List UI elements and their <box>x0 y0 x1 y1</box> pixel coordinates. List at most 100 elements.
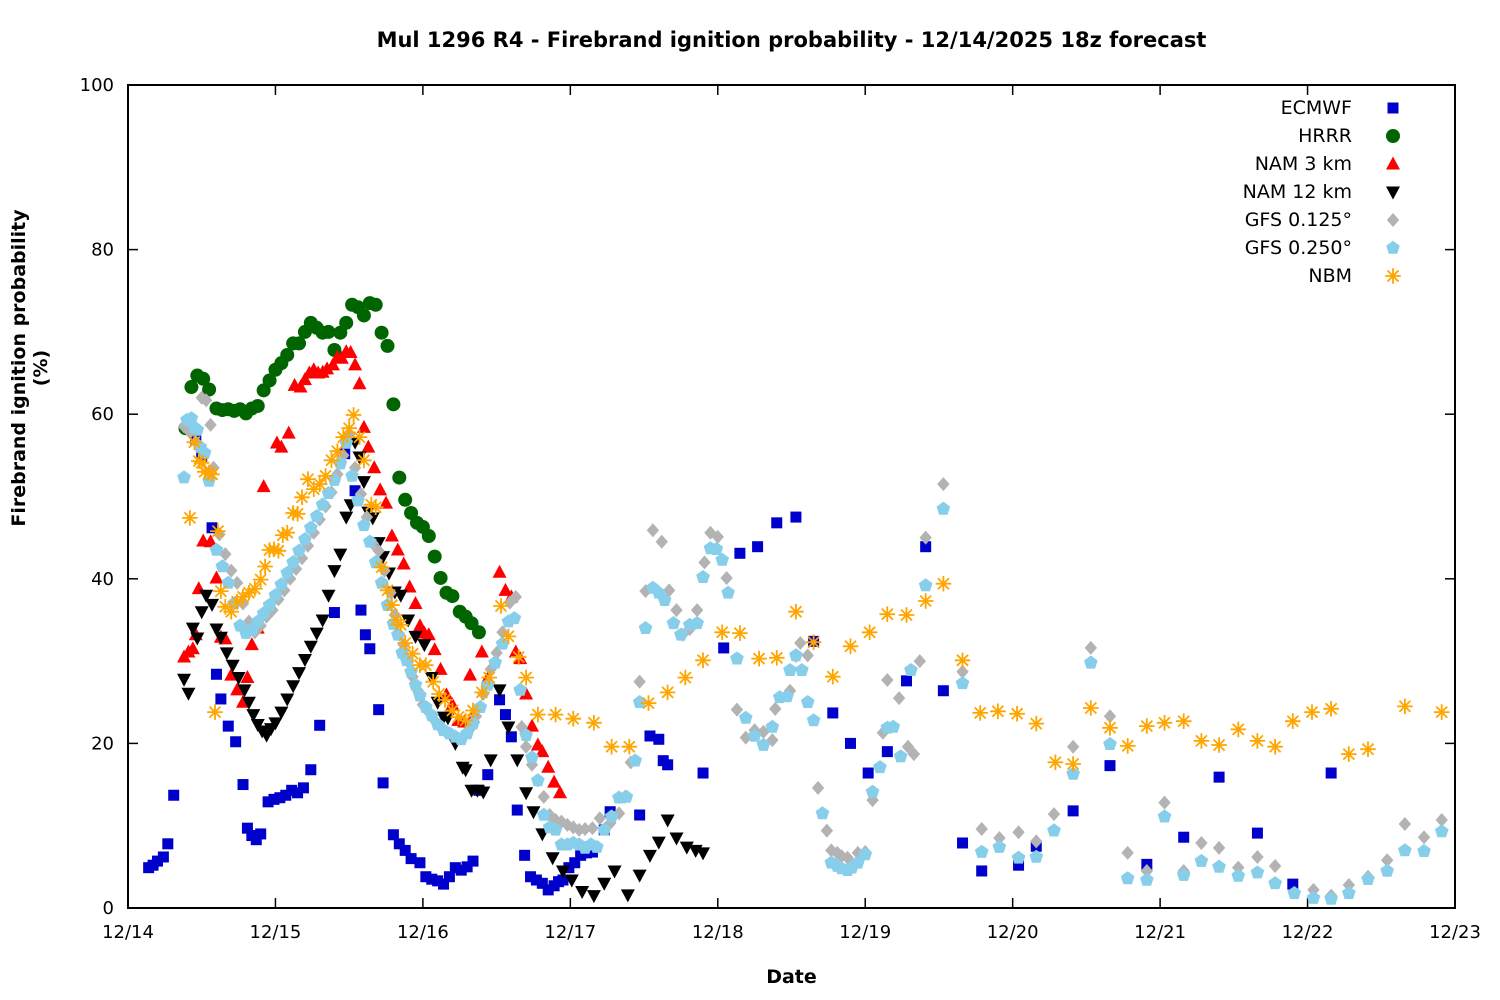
marker-circle <box>433 570 448 585</box>
marker-triangle-up <box>379 495 394 509</box>
marker-triangle-down <box>632 869 647 883</box>
marker-diamond <box>1398 817 1412 832</box>
marker-pentagon <box>304 520 318 534</box>
marker-triangle-down <box>483 754 498 768</box>
marker-triangle-down <box>181 687 196 701</box>
marker-square <box>494 694 506 706</box>
y-tick-label: 100 <box>80 75 114 96</box>
marker-square <box>461 861 473 873</box>
marker-square <box>1104 760 1116 772</box>
marker-triangle-down <box>333 548 348 562</box>
marker-circle <box>1386 129 1400 143</box>
marker-pentagon <box>408 677 423 691</box>
marker-square <box>718 642 730 654</box>
marker-triangle-down <box>476 786 491 800</box>
marker-diamond <box>204 417 217 432</box>
marker-asterisk <box>275 527 291 543</box>
marker-asterisk <box>289 506 306 522</box>
marker-triangle-up <box>361 439 376 453</box>
marker-square <box>359 629 371 641</box>
marker-asterisk <box>437 692 453 708</box>
marker-asterisk <box>210 523 226 539</box>
marker-asterisk <box>252 571 269 588</box>
marker-pentagon <box>1029 849 1044 863</box>
marker-square <box>355 604 367 616</box>
marker-asterisk <box>1156 715 1173 731</box>
marker-triangle-down <box>219 647 234 661</box>
marker-diamond <box>937 477 950 492</box>
marker-circle <box>392 470 407 485</box>
marker-pentagon <box>597 822 612 836</box>
marker-asterisk <box>379 582 396 599</box>
marker-asterisk <box>769 650 785 666</box>
marker-triangle-down <box>303 640 318 654</box>
legend-marker <box>1360 125 1426 147</box>
marker-asterisk <box>565 710 582 727</box>
marker-square <box>314 719 326 731</box>
marker-triangle-down <box>526 806 541 820</box>
marker-pentagon <box>1386 240 1400 254</box>
marker-pentagon <box>604 809 619 823</box>
marker-triangle-up <box>498 582 513 596</box>
marker-asterisk <box>1211 737 1227 753</box>
marker-triangle-up <box>519 686 534 700</box>
marker-diamond <box>586 821 599 836</box>
marker-triangle-up <box>356 419 371 433</box>
marker-triangle-up <box>240 670 255 684</box>
marker-square <box>482 769 494 781</box>
marker-pentagon <box>1342 886 1356 899</box>
marker-asterisk <box>603 738 620 755</box>
marker-square <box>162 838 174 850</box>
marker-asterisk <box>1119 738 1136 754</box>
marker-pentagon <box>404 664 418 678</box>
series-gfs-0-250- <box>177 411 1449 905</box>
marker-square <box>328 607 340 619</box>
marker-pentagon <box>657 593 672 606</box>
marker-asterisk <box>1267 738 1283 755</box>
marker-circle <box>445 589 460 604</box>
marker-pentagon <box>1103 737 1117 750</box>
marker-pentagon <box>1066 766 1080 780</box>
marker-square <box>1325 767 1337 779</box>
marker-square <box>530 874 542 886</box>
marker-asterisk <box>345 407 362 423</box>
marker-pentagon <box>1084 655 1098 669</box>
marker-asterisk <box>695 652 711 669</box>
marker-diamond <box>766 733 779 748</box>
marker-triangle-down <box>292 667 307 681</box>
y-tick-label: 0 <box>103 898 114 919</box>
marker-asterisk <box>363 496 380 513</box>
marker-asterisk <box>510 649 527 665</box>
legend-label: ECMWF <box>1280 97 1352 119</box>
legend-marker <box>1360 181 1426 203</box>
marker-square <box>844 737 856 749</box>
marker-pentagon <box>1434 824 1449 838</box>
marker-square <box>1013 859 1025 871</box>
marker-triangle-up <box>334 350 349 364</box>
legend-label: HRRR <box>1298 125 1352 147</box>
marker-diamond <box>711 529 724 544</box>
marker-diamond <box>1251 849 1264 864</box>
marker-diamond <box>1212 840 1226 855</box>
marker-square <box>467 855 479 867</box>
marker-asterisk <box>640 695 657 711</box>
marker-pentagon <box>1306 890 1321 904</box>
legend-row-nam-12-km: NAM 12 km <box>1166 178 1426 206</box>
marker-square <box>644 730 656 742</box>
marker-asterisk <box>518 669 534 686</box>
marker-diamond <box>811 780 825 795</box>
marker-pentagon <box>357 518 371 532</box>
marker-square <box>827 707 839 719</box>
marker-pentagon <box>351 493 365 507</box>
marker-asterisk <box>842 638 859 655</box>
marker-circle <box>292 336 307 351</box>
marker-asterisk <box>935 575 952 592</box>
marker-square <box>771 517 783 529</box>
marker-asterisk <box>247 580 263 597</box>
y-tick-label: 20 <box>91 733 114 754</box>
marker-circle <box>184 380 199 395</box>
marker-asterisk <box>223 603 239 620</box>
marker-pentagon <box>619 789 634 803</box>
marker-pentagon <box>1268 876 1282 890</box>
marker-asterisk <box>500 628 517 645</box>
